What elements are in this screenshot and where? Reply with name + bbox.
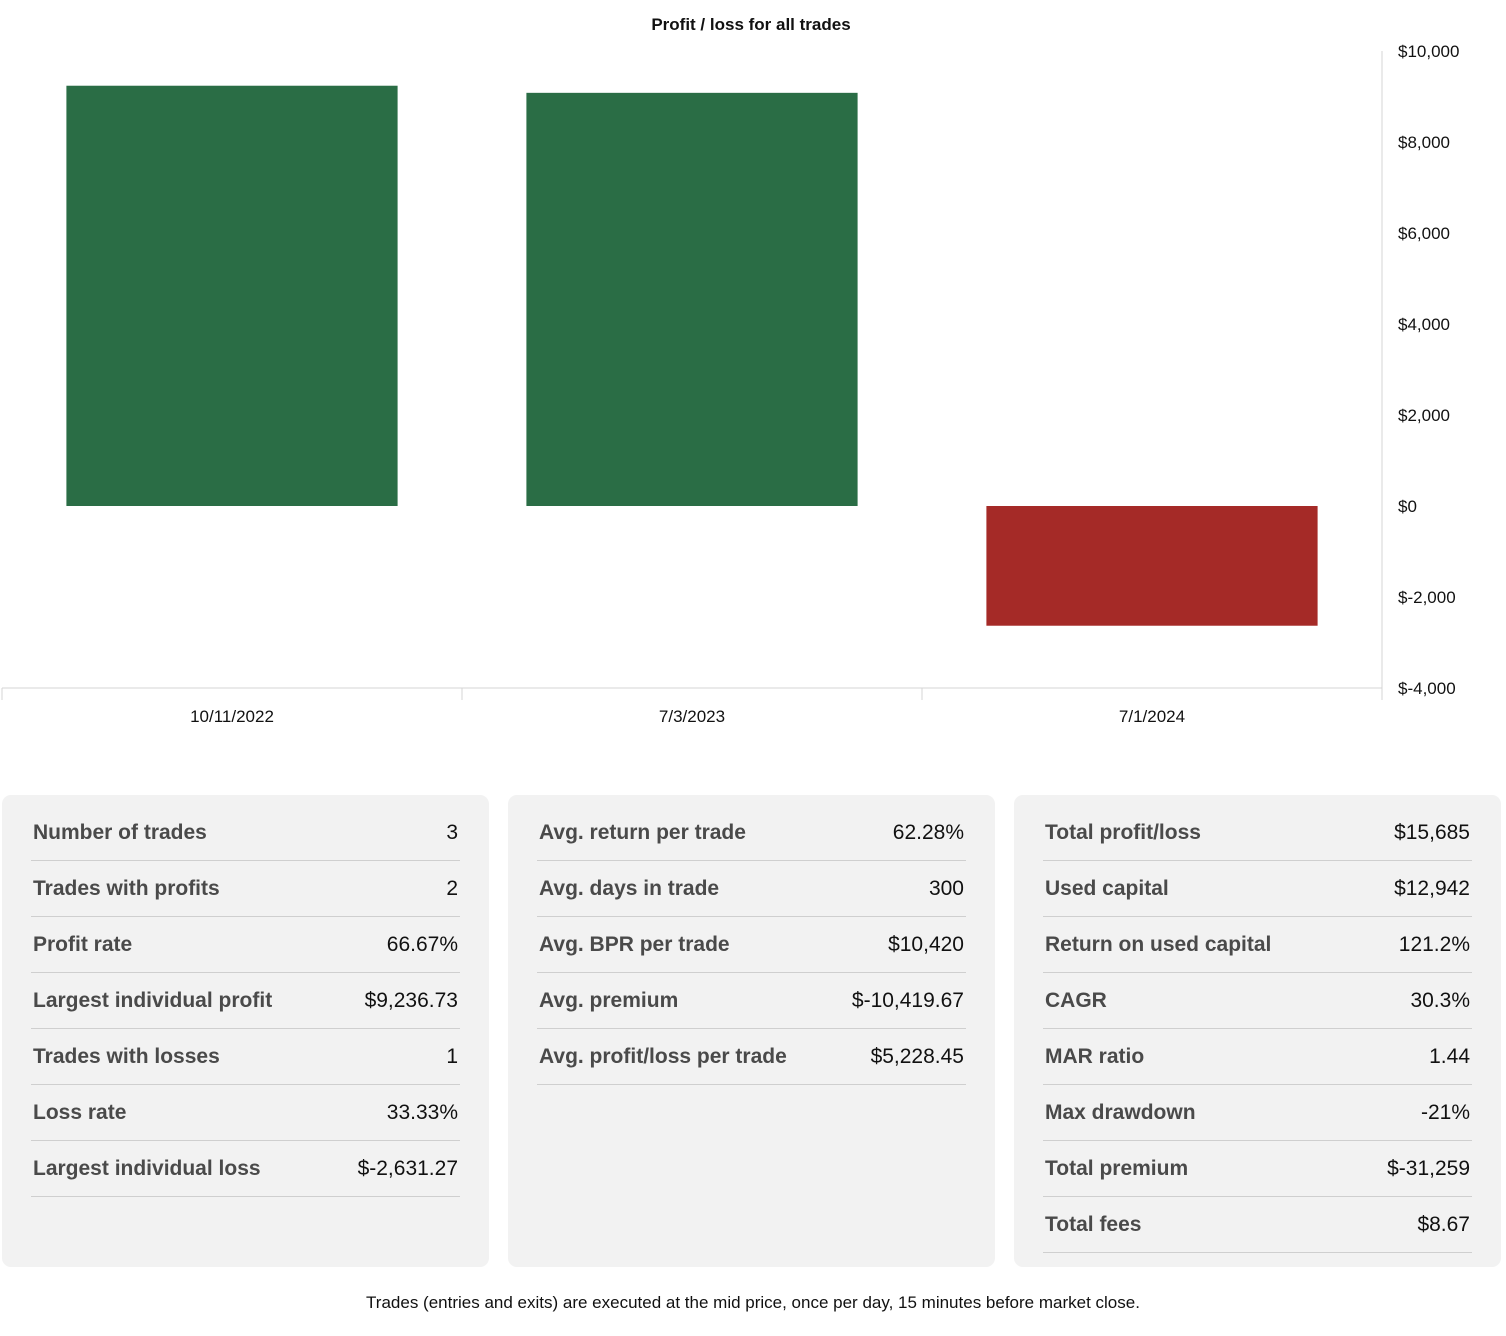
stat-label: Avg. BPR per trade (539, 932, 730, 956)
stat-label: Total profit/loss (1045, 820, 1201, 844)
stat-row: Avg. return per trade 62.28% (537, 805, 966, 861)
y-tick-label: $4,000 (1398, 315, 1450, 334)
stats-list: Number of trades 3 Trades with profits 2 Pro… (31, 805, 460, 1197)
stat-label: Total premium (1045, 1156, 1189, 1180)
stat-value: 66.67% (386, 932, 458, 956)
trade-counts-card: Number of trades 3 Trades with profits 2 Pro… (2, 795, 489, 1267)
stat-label: Trades with profits (33, 876, 220, 900)
stat-value: $9,236.73 (364, 988, 458, 1012)
stat-row: Number of trades 3 (31, 805, 460, 861)
stat-value: 121.2% (1398, 932, 1470, 956)
stat-row: Profit rate 66.67% (31, 917, 460, 973)
stat-value: -21% (1420, 1100, 1470, 1124)
stat-label: Avg. return per trade (539, 820, 746, 844)
stat-label: Largest individual profit (33, 988, 273, 1012)
stat-label: Trades with losses (33, 1044, 220, 1068)
stat-value: $10,420 (888, 932, 964, 956)
stat-label: Total fees (1045, 1212, 1142, 1236)
y-tick-label: $-2,000 (1398, 588, 1456, 607)
y-tick-label: $6,000 (1398, 224, 1450, 243)
stat-label: CAGR (1045, 988, 1107, 1012)
y-tick-label: $8,000 (1398, 133, 1450, 152)
bar (66, 85, 398, 506)
averages-card: Avg. return per trade 62.28% Avg. days in … (508, 795, 995, 1267)
x-tick-label: 7/1/2024 (1119, 707, 1185, 726)
stat-label: Avg. days in trade (539, 876, 720, 900)
stat-label: MAR ratio (1045, 1044, 1145, 1068)
x-tick-label: 7/3/2023 (659, 707, 725, 726)
stat-value: 2 (446, 876, 458, 900)
footnote: Trades (entries and exits) are executed … (366, 1293, 1140, 1312)
stat-row: Max drawdown -21% (1043, 1085, 1472, 1141)
stat-row: Total fees $8.67 (1043, 1197, 1472, 1253)
stats-list: Total profit/loss $15,685 Used capital $12,… (1043, 805, 1472, 1253)
stat-row: Avg. profit/loss per trade $5,228.45 (537, 1029, 966, 1085)
stat-row: Avg. days in trade 300 (537, 861, 966, 917)
stat-value: $-31,259 (1387, 1156, 1470, 1180)
bar (526, 92, 858, 507)
stat-row: Used capital $12,942 (1043, 861, 1472, 917)
stat-label: Avg. premium (539, 988, 679, 1012)
y-tick-label: $2,000 (1398, 406, 1450, 425)
stat-label: Profit rate (33, 932, 133, 956)
stats-list: Avg. return per trade 62.28% Avg. days in … (537, 805, 966, 1085)
stats-panel: Number of trades 3 Trades with profits 2 Pro… (2, 795, 1502, 1267)
stat-value: 1.44 (1429, 1044, 1470, 1068)
x-axis: 10/11/2022 7/3/2023 7/1/2024 (1, 687, 1383, 726)
stat-row: Loss rate 33.33% (31, 1085, 460, 1141)
chart-title: Profit / loss for all trades (651, 15, 850, 34)
totals-card: Total profit/loss $15,685 Used capital $12,… (1014, 795, 1501, 1267)
stat-value: 33.33% (386, 1100, 458, 1124)
stat-label: Avg. profit/loss per trade (539, 1044, 787, 1068)
stat-row: Total premium $-31,259 (1043, 1141, 1472, 1197)
stat-row: Avg. premium $-10,419.67 (537, 973, 966, 1029)
y-tick-label: $-4,000 (1398, 679, 1456, 698)
y-tick-label: $0 (1398, 497, 1417, 516)
y-axis: $10,000 $8,000 $6,000 $4,000 $2,000 $0 $-2,000… (1381, 42, 1459, 700)
x-tick-label: 10/11/2022 (190, 707, 274, 726)
bars-group (66, 85, 1318, 626)
stat-value: $-2,631.27 (357, 1156, 458, 1180)
stat-label: Max drawdown (1045, 1100, 1196, 1124)
stat-row: Trades with losses 1 (31, 1029, 460, 1085)
stat-value: $8.67 (1417, 1212, 1470, 1236)
profit-loss-chart: Profit / loss for all trades 10/11/2022 7… (1, 15, 1459, 726)
stat-label: Used capital (1045, 876, 1169, 900)
stat-value: 3 (446, 820, 458, 844)
stat-row: Trades with profits 2 (31, 861, 460, 917)
stat-value: 30.3% (1410, 988, 1470, 1012)
stat-row: CAGR 30.3% (1043, 973, 1472, 1029)
stat-label: Return on used capital (1045, 932, 1272, 956)
y-tick-label: $10,000 (1398, 42, 1459, 61)
stat-value: 300 (928, 876, 964, 900)
stat-label: Loss rate (33, 1100, 127, 1124)
stat-row: Return on used capital 121.2% (1043, 917, 1472, 973)
stat-value: $-10,419.67 (851, 988, 964, 1012)
stat-value: 62.28% (892, 820, 964, 844)
stat-row: MAR ratio 1.44 (1043, 1029, 1472, 1085)
stat-label: Largest individual loss (33, 1156, 261, 1180)
stat-label: Number of trades (33, 820, 207, 844)
stat-row: Total profit/loss $15,685 (1043, 805, 1472, 861)
stat-row: Largest individual loss $-2,631.27 (31, 1141, 460, 1197)
stat-row: Avg. BPR per trade $10,420 (537, 917, 966, 973)
stat-value: $5,228.45 (870, 1044, 964, 1068)
stat-value: 1 (446, 1044, 458, 1068)
stat-value: $15,685 (1394, 820, 1470, 844)
stat-value: $12,942 (1394, 876, 1470, 900)
bar (986, 506, 1318, 626)
stat-row: Largest individual profit $9,236.73 (31, 973, 460, 1029)
